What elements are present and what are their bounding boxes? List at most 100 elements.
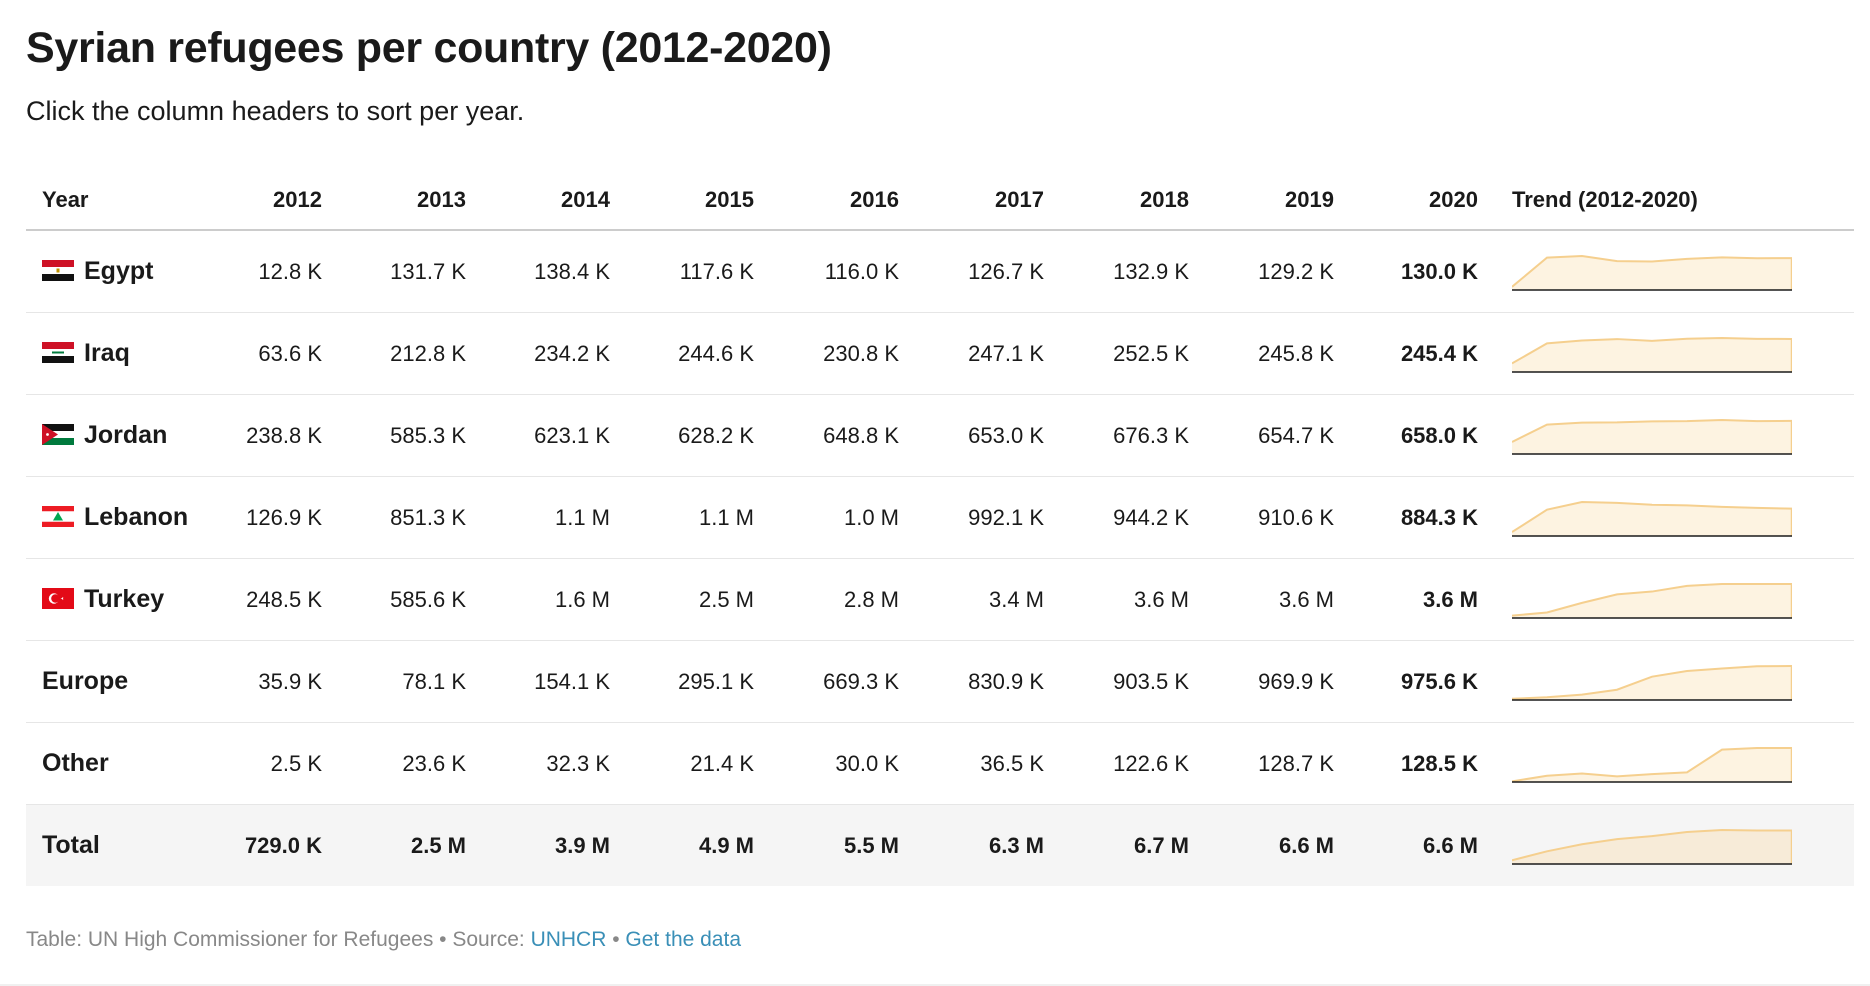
value-cell-2020: 130.0 K — [1352, 230, 1496, 313]
header-2014[interactable]: 2014 — [484, 170, 628, 231]
get-data-link[interactable]: Get the data — [625, 928, 742, 951]
row-label: Turkey — [84, 585, 165, 613]
row-label: Egypt — [84, 257, 154, 285]
value-cell-2018: 903.5 K — [1062, 640, 1207, 723]
header-2020[interactable]: 2020 — [1352, 170, 1496, 231]
trend-sparkline — [1512, 582, 1792, 619]
value-cell-2013: 2.5 M — [340, 804, 484, 886]
table-row: Jordan 238.8 K 585.3 K 623.1 K 628.2 K 648.8 … — [26, 394, 1854, 477]
value-cell-2015: 244.6 K — [628, 312, 772, 395]
sparkline-area — [1512, 747, 1792, 782]
chart-footer: Table: UN High Commissioner for Refugees… — [26, 928, 741, 952]
header-2015[interactable]: 2015 — [628, 170, 772, 231]
value-cell-2016: 648.8 K — [772, 394, 917, 477]
sparkline-line — [1512, 664, 1792, 700]
chart-subtitle: Click the column headers to sort per yea… — [26, 96, 525, 126]
value-cell-2014: 1.1 M — [484, 476, 628, 559]
trend-sparkline — [1512, 664, 1792, 701]
header-2013[interactable]: 2013 — [340, 170, 484, 231]
trend-cell — [1496, 640, 1854, 723]
row-label: Lebanon — [84, 503, 189, 531]
value-cell-2016: 2.8 M — [772, 558, 917, 641]
value-cell-2015: 21.4 K — [628, 722, 772, 805]
row-label-cell: Turkey — [26, 558, 196, 641]
sparkline-area — [1512, 419, 1792, 454]
row-label-cell: Jordan — [26, 394, 196, 477]
trend-cell — [1496, 722, 1854, 805]
trend-sparkline — [1512, 500, 1792, 537]
row-label: Jordan — [84, 421, 168, 449]
trend-sparkline — [1512, 746, 1792, 783]
value-cell-2013: 78.1 K — [340, 640, 484, 723]
trend-cell — [1496, 312, 1854, 395]
trend-cell — [1496, 230, 1854, 313]
source-link[interactable]: UNHCR — [530, 928, 607, 951]
header-row: Year 2012 2013 2014 2015 2016 2017 2018 … — [26, 170, 1854, 231]
header-2019[interactable]: 2019 — [1207, 170, 1352, 231]
value-cell-2020: 128.5 K — [1352, 722, 1496, 805]
header-2016[interactable]: 2016 — [772, 170, 917, 231]
trend-cell — [1496, 394, 1854, 477]
value-cell-2013: 585.6 K — [340, 558, 484, 641]
value-cell-2019: 969.9 K — [1207, 640, 1352, 723]
value-cell-2020: 6.6 M — [1352, 804, 1496, 886]
value-cell-2012: 126.9 K — [196, 476, 340, 559]
value-cell-2017: 36.5 K — [917, 722, 1062, 805]
value-cell-2016: 30.0 K — [772, 722, 917, 805]
value-cell-2013: 585.3 K — [340, 394, 484, 477]
value-cell-2012: 12.8 K — [196, 230, 340, 313]
trend-sparkline — [1512, 336, 1792, 373]
value-cell-2013: 851.3 K — [340, 476, 484, 559]
value-cell-2013: 23.6 K — [340, 722, 484, 805]
value-cell-2015: 4.9 M — [628, 804, 772, 886]
value-cell-2014: 154.1 K — [484, 640, 628, 723]
header-2017[interactable]: 2017 — [917, 170, 1062, 231]
value-cell-2012: 248.5 K — [196, 558, 340, 641]
value-cell-2012: 2.5 K — [196, 722, 340, 805]
sparkline-area — [1512, 583, 1792, 618]
value-cell-2018: 944.2 K — [1062, 476, 1207, 559]
value-cell-2012: 35.9 K — [196, 640, 340, 723]
footer-separator: • — [606, 928, 626, 951]
row-label-cell: Iraq — [26, 312, 196, 395]
header-year[interactable]: Year — [26, 170, 196, 231]
header-2012[interactable]: 2012 — [196, 170, 340, 231]
value-cell-2018: 3.6 M — [1062, 558, 1207, 641]
row-label: Total — [42, 831, 100, 859]
value-cell-2019: 654.7 K — [1207, 394, 1352, 477]
value-cell-2017: 653.0 K — [917, 394, 1062, 477]
value-cell-2016: 669.3 K — [772, 640, 917, 723]
value-cell-2020: 3.6 M — [1352, 558, 1496, 641]
value-cell-2020: 658.0 K — [1352, 394, 1496, 477]
value-cell-2020: 884.3 K — [1352, 476, 1496, 559]
value-cell-2017: 3.4 M — [917, 558, 1062, 641]
value-cell-2016: 116.0 K — [772, 230, 917, 313]
sparkline-line — [1512, 746, 1792, 782]
total-row: Total 729.0 K 2.5 M 3.9 M 4.9 M 5.5 M 6.3 M 6.7… — [26, 804, 1854, 886]
value-cell-2014: 623.1 K — [484, 394, 628, 477]
footer-credit: Table: UN High Commissioner for Refugees… — [26, 928, 531, 951]
sparkline-area — [1512, 665, 1792, 700]
value-cell-2015: 628.2 K — [628, 394, 772, 477]
sparkline-area — [1512, 255, 1792, 290]
value-cell-2019: 910.6 K — [1207, 476, 1352, 559]
sparkline-line — [1512, 336, 1792, 364]
header-2018[interactable]: 2018 — [1062, 170, 1207, 231]
value-cell-2015: 1.1 M — [628, 476, 772, 559]
value-cell-2019: 129.2 K — [1207, 230, 1352, 313]
value-cell-2012: 238.8 K — [196, 394, 340, 477]
jordan-flag-icon — [42, 424, 74, 445]
table-row: Lebanon 126.9 K 851.3 K 1.1 M 1.1 M 1.0 M 992.… — [26, 476, 1854, 559]
row-label: Iraq — [84, 339, 130, 367]
sparkline-area — [1512, 337, 1792, 372]
value-cell-2018: 676.3 K — [1062, 394, 1207, 477]
turkey-flag-icon — [42, 588, 74, 609]
sparkline-line — [1512, 254, 1792, 288]
value-cell-2014: 1.6 M — [484, 558, 628, 641]
chart-title: Syrian refugees per country (2012-2020) — [26, 24, 832, 72]
value-cell-2016: 5.5 M — [772, 804, 917, 886]
value-cell-2015: 117.6 K — [628, 230, 772, 313]
